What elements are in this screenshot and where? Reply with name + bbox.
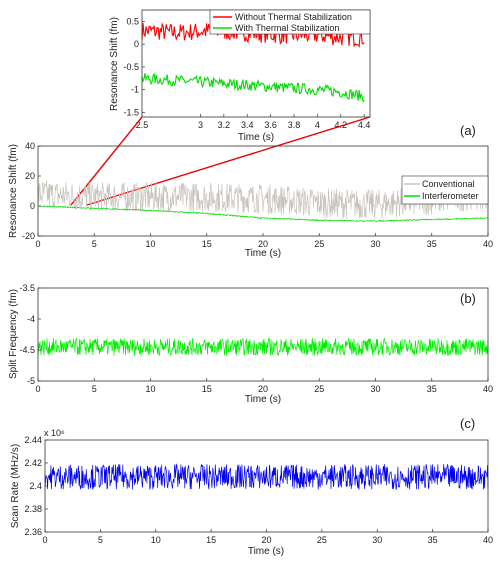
panel-a-x-ticks: 0 5 10 15 20 25 30 35 40 [35, 233, 493, 249]
a-x-tick-label: 15 [202, 239, 212, 249]
panel-c-series-group [44, 463, 489, 491]
panel-a-y-ticks: 40 20 0 -20 [22, 141, 41, 241]
panel-c-x-axis-label: Time (s) [248, 546, 284, 557]
b-y-tick-label: -4 [27, 314, 35, 324]
panel-c-y-ticks: 2.44 2.42 2.4 2.38 2.36 [24, 435, 48, 537]
c-x-tick-label: 30 [372, 535, 382, 545]
c-y-tick-label: 2.4 [29, 481, 42, 491]
a-y-tick-label: 20 [25, 171, 35, 181]
a-x-tick-label: 25 [314, 239, 324, 249]
a-y-tick-label: -20 [22, 231, 35, 241]
inset-y-tick-label: -0.5 [123, 62, 139, 72]
connector-line-right [86, 116, 371, 206]
inset-y-tick-label: 0 [134, 39, 139, 49]
panel-b-x-axis-label: Time (s) [245, 394, 281, 405]
c-y-tick-label: 2.38 [24, 504, 42, 514]
a-y-tick-label: 0 [30, 201, 35, 211]
b-x-tick-label: 0 [35, 384, 40, 394]
inset-x-ticks: 2.5 3 3.2 3.4 3.6 3.8 4 4.2 4.4 [136, 114, 371, 130]
panel-a-label: (a) [460, 123, 476, 138]
b-x-tick-label: 40 [483, 384, 493, 394]
c-x-tick-label: 0 [42, 535, 47, 545]
panel-b-y-axis-label: Split Frequency (fm) [8, 289, 19, 379]
b-x-tick-label: 25 [314, 384, 324, 394]
c-y-tick-label: 2.44 [24, 435, 42, 445]
b-y-tick-label: -4.5 [19, 345, 35, 355]
panel-c-chart: (c) x 10⁶ 0 5 10 15 20 25 30 35 40 2.442.422.42.… [10, 416, 493, 557]
panel-c-y-axis-label: Scan Rate (MHz/s) [10, 444, 21, 528]
inset-y-axis-label: Resonance Shift (fm) [109, 17, 120, 111]
inset-x-tick-label: 3.2 [218, 120, 231, 130]
b-y-tick-label: -3.5 [19, 283, 35, 293]
inset-y-tick-label: 0.5 [126, 16, 139, 26]
c-x-tick-label: 40 [483, 535, 493, 545]
b-x-tick-label: 15 [202, 384, 212, 394]
panel-b-y-ticks: -3.5 -4 -4.5 -5 [19, 283, 41, 386]
b-series-line-0 [37, 337, 489, 357]
inset-x-tick-label: 3.8 [288, 120, 301, 130]
panel-b-axes-frame [37, 287, 489, 382]
inset-x-tick-label: 3.6 [264, 120, 277, 130]
b-x-tick-label: 20 [258, 384, 268, 394]
panel-b-chart: (b) 0 5 10 15 20 25 30 35 40 -3.5 -4 -4.5 -5 Time (… [8, 283, 493, 405]
panel-b-series-group [37, 337, 489, 357]
a-x-tick-label: 10 [145, 239, 155, 249]
a-x-tick-label: 40 [483, 239, 493, 249]
inset-x-tick-label: 4.4 [358, 120, 371, 130]
c-x-tick-label: 15 [206, 535, 216, 545]
panel-a-legend: Conventional Interferometer [401, 175, 489, 205]
legend-label-interferometer: Interferometer [422, 191, 479, 201]
inset-x-tick-label: 3.4 [241, 120, 254, 130]
inset-x-tick-label: 2.5 [136, 120, 149, 130]
c-x-tick-label: 25 [317, 535, 327, 545]
panel-c-exponent-label: x 10⁶ [44, 428, 65, 438]
panel-a-y-axis-label: Resonance Shift (fm) [8, 144, 19, 238]
panel-b-label: (b) [460, 291, 476, 306]
connector-line-left [70, 116, 143, 206]
a-x-tick-label: 5 [92, 239, 97, 249]
a-x-tick-label: 0 [35, 239, 40, 249]
inset-x-tick-label: 4 [315, 120, 320, 130]
c-x-tick-label: 5 [98, 535, 103, 545]
inset-y-tick-label: -1.5 [123, 107, 139, 117]
a-x-tick-label: 20 [258, 239, 268, 249]
b-x-tick-label: 10 [145, 384, 155, 394]
zoom-connector-lines [70, 116, 371, 206]
b-x-tick-label: 30 [370, 384, 380, 394]
legend-label-with: With Thermal Stabilization [235, 23, 339, 33]
inset-y-ticks: 0.5 0 -0.5 -1 -1.5 [123, 16, 145, 117]
c-y-tick-label: 2.36 [24, 527, 42, 537]
a-series-line-1 [37, 205, 489, 223]
a-x-tick-label: 30 [370, 239, 380, 249]
inset-series-group [141, 22, 365, 103]
b-x-tick-label: 35 [427, 384, 437, 394]
panel-c-axes-frame [44, 439, 489, 533]
panel-a-legend-box [401, 175, 489, 205]
legend-label-conventional: Conventional [422, 179, 475, 189]
panel-a-x-axis-label: Time (s) [245, 248, 281, 259]
inset-chart: 2.5 3 3.2 3.4 3.6 3.8 4 4.2 4.4 0.5 0 -0.5 -1 -1.5 T… [109, 9, 371, 143]
a-x-tick-label: 35 [427, 239, 437, 249]
inset-y-tick-label: -1 [131, 85, 139, 95]
panel-c-label: (c) [460, 416, 475, 431]
inset-legend-box [209, 9, 371, 35]
panel-c-x-ticks: 0 5 10 15 20 25 30 35 40 [42, 529, 493, 545]
b-x-tick-label: 5 [92, 384, 97, 394]
inset-x-axis-label: Time (s) [238, 132, 274, 143]
panel-b-x-ticks: 0 5 10 15 20 25 30 35 40 [35, 378, 493, 394]
inset-x-tick-label: 4.2 [335, 120, 348, 130]
inset-series-line-1 [141, 72, 365, 103]
c-series-line-0 [44, 463, 489, 491]
legend-label-without: Without Thermal Stabilization [235, 12, 352, 22]
inset-x-tick-label: 3 [198, 120, 203, 130]
c-y-tick-label: 2.42 [24, 458, 42, 468]
b-y-tick-label: -5 [27, 376, 35, 386]
c-x-tick-label: 10 [151, 535, 161, 545]
c-x-tick-label: 20 [261, 535, 271, 545]
inset-legend: Without Thermal Stabilization With Therm… [209, 9, 371, 35]
a-y-tick-label: 40 [25, 141, 35, 151]
c-x-tick-label: 35 [428, 535, 438, 545]
